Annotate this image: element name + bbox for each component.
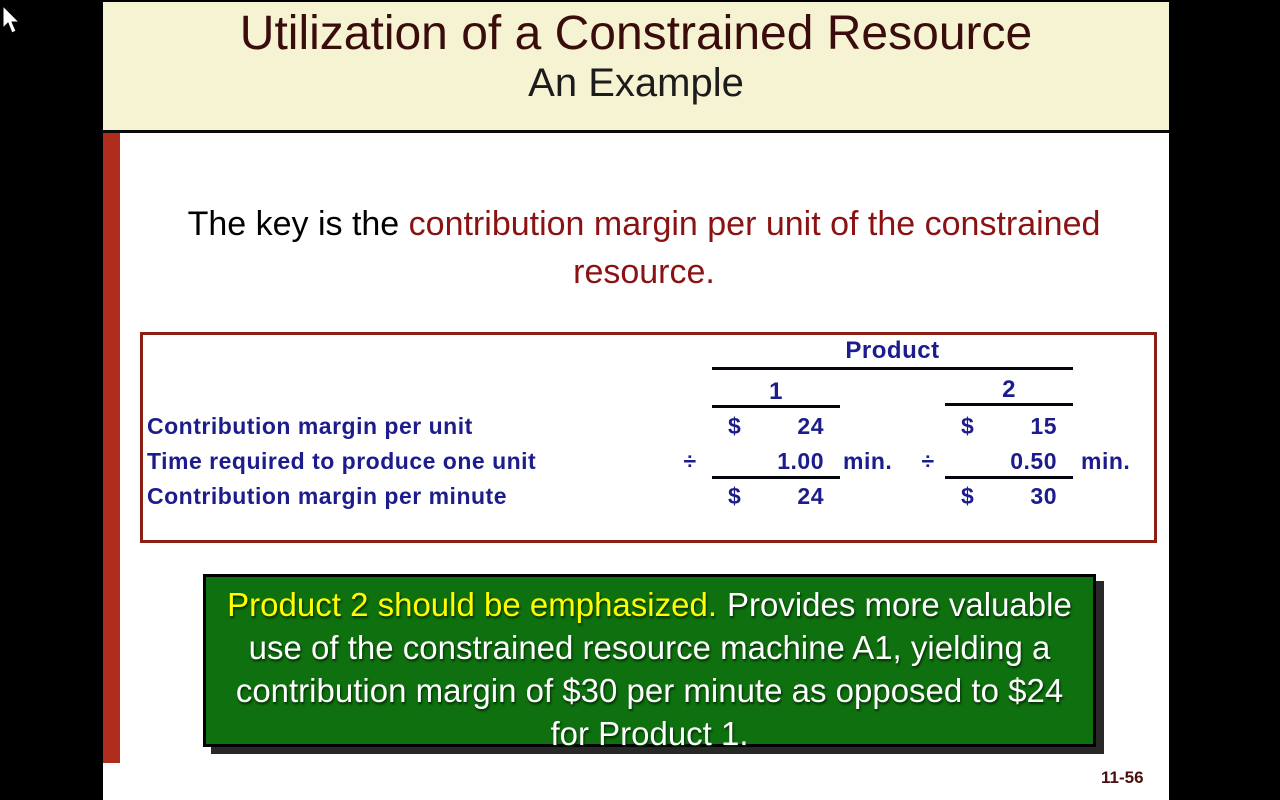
row-col2-cell: $ 30: [945, 483, 1073, 510]
underline-col2: [945, 403, 1073, 406]
row-label: Contribution margin per minute: [147, 483, 507, 509]
cell-value: 1.00: [777, 448, 824, 474]
product-comparison-table: Product 1 2 Contribution margin per unit…: [140, 332, 1157, 543]
table-group-header: Product: [845, 337, 940, 364]
row-col1-cell: $ 24: [712, 483, 840, 510]
row-col2-cell: $ 15: [945, 413, 1073, 440]
cell-value: 24: [797, 483, 824, 509]
slide-subtitle: An Example: [528, 61, 744, 105]
currency-symbol: $: [961, 413, 975, 439]
cell-value: 0.50: [1010, 448, 1057, 474]
row-label: Time required to produce one unit: [147, 448, 537, 474]
row-unit2: min.: [1081, 448, 1131, 474]
currency-symbol: $: [961, 483, 975, 509]
key-statement: The key is the contribution margin per u…: [134, 200, 1154, 296]
row-col1-cell: $ 24: [712, 413, 840, 440]
cell-value: 15: [1030, 413, 1057, 439]
cell-value: 30: [1030, 483, 1057, 509]
divide-sign: ÷: [683, 448, 697, 474]
page-number: 11-56: [1101, 768, 1144, 787]
row-col1-cell: 1.00: [712, 448, 840, 475]
underline-result-col2: [945, 476, 1073, 479]
divide-sign: ÷: [921, 448, 935, 474]
key-statement-lead: The key is the: [187, 205, 409, 243]
row-label: Contribution margin per unit: [147, 413, 473, 439]
left-accent-bar: [103, 133, 120, 763]
underline-result-col1: [712, 476, 840, 479]
table-row: Contribution margin per minute $ 24 $ 30: [143, 483, 1154, 511]
table-col2-header: 2: [1002, 376, 1016, 403]
callout-highlight: Product 2 should be emphasized.: [227, 586, 717, 623]
key-statement-emphasis: contribution margin per unit of the cons…: [408, 205, 1101, 291]
callout-body: Provides more valuable use of the constr…: [235, 586, 1072, 752]
row-col2-cell: 0.50: [945, 448, 1073, 475]
row-unit1: min.: [843, 448, 893, 474]
currency-symbol: $: [728, 413, 742, 439]
table-col1-header: 1: [769, 378, 783, 405]
underline-product: [712, 367, 1073, 370]
conclusion-callout: Product 2 should be emphasized. Provides …: [203, 574, 1096, 752]
table-row: Contribution margin per unit $ 24 $ 15: [143, 413, 1154, 441]
slide-header: Utilization of a Constrained Resource An…: [103, 2, 1169, 133]
table-row: Time required to produce one unit ÷ 1.00…: [143, 448, 1154, 476]
cell-value: 24: [797, 413, 824, 439]
underline-col1: [712, 405, 840, 408]
currency-symbol: $: [728, 483, 742, 509]
slide-title: Utilization of a Constrained Resource: [239, 7, 1033, 60]
mouse-cursor-icon: [2, 6, 21, 34]
